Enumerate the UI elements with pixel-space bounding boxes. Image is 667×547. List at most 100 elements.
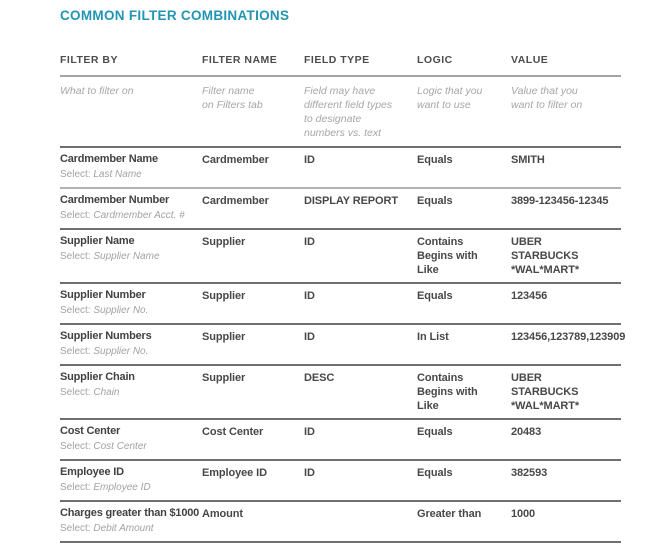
cell-field-type: ID [304,154,315,166]
cell-logic: In List [417,331,449,343]
select-label: Select: [60,523,91,534]
table-row: Supplier Chain Select: Chain Supplier DE… [60,366,621,420]
select-label: Select: [60,251,91,262]
select-value: Cost Center [93,441,147,452]
select-label: Select: [60,210,91,221]
filter-by-title: Cardmember Name [60,153,158,165]
col-desc-filter-name: Filter name on Filters tab [202,85,263,111]
cell-value: SMITH [511,154,545,166]
col-desc-filter-by: What to filter on [60,85,134,97]
select-label: Select: [60,305,91,316]
filter-by-title: Cardmember Number [60,194,170,206]
col-header-logic: LOGIC [417,54,453,66]
cell-filter-by: Charges greater than $1000 Select: Debit… [60,502,202,541]
cell-filter-by: Supplier Number Select: Supplier No. [60,284,202,323]
cell-filter-name: Supplier [202,331,246,343]
cell-filter-by: Supplier Name Select: Supplier Name [60,230,202,269]
select-value: Chain [93,387,120,398]
filter-by-title: Employee ID [60,466,124,478]
cell-value: UBER STARBUCKS *WAL*MART* [511,236,580,276]
table-row: Charges greater than $1000 Select: Debit… [60,502,621,543]
cell-value: 123456,123789,123909 [511,331,626,343]
table-row: Cardmember Number Select: Cardmember Acc… [60,189,621,230]
cell-value: UBER STARBUCKS *WAL*MART* [511,372,580,412]
filter-by-select: Select: Cardmember Acct. # [60,209,194,223]
select-label: Select: [60,441,91,452]
select-value: Supplier Name [93,251,160,262]
cell-field-type: ID [304,331,315,343]
filter-by-select: Select: Cost Center [60,440,194,454]
table-row: Cardmember Name Select: Last Name Cardme… [60,148,621,189]
col-desc-logic: Logic that you want to use [417,85,483,111]
cell-filter-name: Supplier [202,236,246,248]
cell-field-type: ID [304,290,315,302]
cell-logic: Equals [417,154,453,166]
page-title: COMMON FILTER COMBINATIONS [60,8,290,23]
table-row: Supplier Name Select: Supplier Name Supp… [60,230,621,284]
cell-value: 3899-123456-12345 [511,195,609,207]
cell-filter-name: Supplier [202,290,246,302]
filter-by-select: Select: Employee ID [60,481,194,495]
cell-filter-name: Amount [202,508,243,520]
cell-filter-by: Employee ID Select: Employee ID [60,461,202,500]
cell-logic: Contains Begins with Like [417,236,478,276]
cell-filter-name: Cardmember [202,195,269,207]
select-label: Select: [60,169,91,180]
table-header-row: FILTER BY FILTER NAME FIELD TYPE LOGIC V… [60,54,621,77]
cell-filter-by: Supplier Numbers Select: Supplier No. [60,325,202,364]
cell-filter-by: Cost Center Select: Cost Center [60,420,202,459]
select-label: Select: [60,482,91,493]
filter-by-select: Select: Supplier Name [60,250,194,264]
cell-field-type: DESC [304,372,335,384]
col-header-filter-by: FILTER BY [60,54,118,66]
col-header-value: VALUE [511,54,549,66]
cell-logic: Equals [417,426,453,438]
filter-by-title: Supplier Name [60,235,135,247]
filter-by-title: Supplier Chain [60,371,135,383]
cell-filter-name: Cardmember [202,154,269,166]
select-value: Supplier No. [93,346,149,357]
cell-field-type [304,502,417,512]
col-desc-field-type: Field may have different field types to … [304,85,393,139]
cell-value: 382593 [511,467,548,479]
filter-by-select: Select: Supplier No. [60,345,194,359]
table-description-row: What to filter on Filter name on Filters… [60,77,621,148]
select-label: Select: [60,346,91,357]
cell-field-type: ID [304,467,315,479]
filter-by-title: Supplier Numbers [60,330,152,342]
filter-by-select: Select: Debit Amount [60,522,194,536]
cell-filter-by: Cardmember Number Select: Cardmember Acc… [60,189,202,228]
col-header-filter-name: FILTER NAME [202,54,278,66]
select-value: Supplier No. [93,305,149,316]
cell-value: 123456 [511,290,548,302]
table-row: Cost Center Select: Cost Center Cost Cen… [60,420,621,461]
filter-by-select: Select: Chain [60,386,194,400]
filter-by-select: Select: Supplier No. [60,304,194,318]
filter-by-title: Supplier Number [60,289,146,301]
cell-value: 20483 [511,426,542,438]
select-value: Debit Amount [93,523,154,534]
cell-filter-name: Employee ID [202,467,267,479]
filter-by-title: Cost Center [60,425,121,437]
table-row: Supplier Numbers Select: Supplier No. Su… [60,325,626,366]
cell-logic: Equals [417,195,453,207]
cell-logic: Equals [417,467,453,479]
col-desc-value: Value that you want to filter on [511,85,583,111]
cell-logic: Contains Begins with Like [417,372,478,412]
cell-field-type: ID [304,426,315,438]
select-value: Last Name [93,169,142,180]
cell-field-type: ID [304,236,315,248]
select-value: Cardmember Acct. # [93,210,185,221]
table-row: Supplier Number Select: Supplier No. Sup… [60,284,621,325]
cell-filter-by: Cardmember Name Select: Last Name [60,148,202,187]
cell-field-type: DISPLAY REPORT [304,195,398,207]
cell-filter-by: Supplier Chain Select: Chain [60,366,202,405]
filter-by-title: Charges greater than $1000 [60,507,200,519]
cell-logic: Greater than [417,508,482,520]
cell-filter-name: Cost Center [202,426,264,438]
filter-combinations-table: FILTER BY FILTER NAME FIELD TYPE LOGIC V… [60,54,626,543]
cell-filter-name: Supplier [202,372,246,384]
col-header-field-type: FIELD TYPE [304,54,370,66]
select-label: Select: [60,387,91,398]
